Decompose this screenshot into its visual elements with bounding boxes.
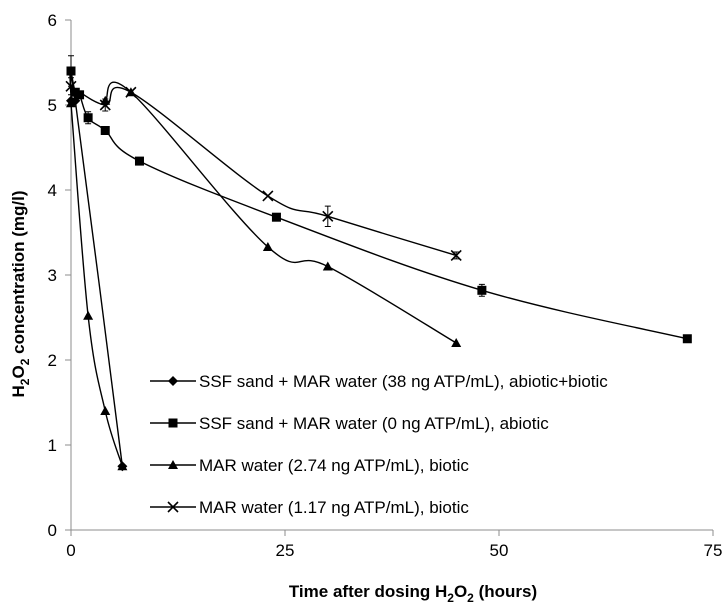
series-2-line: [70, 70, 688, 340]
legend-label: MAR water (1.17 ng ATP/mL), biotic: [199, 498, 469, 517]
legend-item-2: SSF sand + MAR water (0 ng ATP/mL), abio…: [150, 414, 549, 433]
data-point: [99, 99, 111, 111]
series-3-line: [104, 81, 457, 344]
legend-label: SSF sand + MAR water (0 ng ATP/mL), abio…: [199, 414, 549, 433]
legend-item-4: MAR water (1.17 ng ATP/mL), biotic: [150, 498, 469, 517]
data-point: [83, 310, 94, 320]
data-point: [682, 334, 692, 344]
data-point: [83, 113, 93, 123]
series-4-line: [70, 85, 457, 257]
data-point: [450, 249, 462, 262]
legend-item-1: SSF sand + MAR water (38 ng ATP/mL), abi…: [150, 372, 608, 391]
y-tick-label: 6: [48, 11, 57, 30]
data-point: [100, 406, 111, 415]
series-1: [66, 70, 128, 472]
data-point: [65, 80, 77, 92]
legend: SSF sand + MAR water (38 ng ATP/mL), abi…: [150, 372, 608, 517]
y-tick-label: 1: [48, 436, 57, 455]
series-2: [66, 55, 692, 344]
legend-label: MAR water (2.74 ng ATP/mL), biotic: [199, 456, 469, 475]
data-point: [322, 210, 334, 222]
data-point: [100, 126, 110, 135]
y-tick-label: 3: [48, 266, 57, 285]
data-point: [477, 285, 487, 295]
series-1-line: [69, 70, 124, 467]
data-point: [262, 190, 274, 202]
series-3: [66, 81, 462, 471]
series-4: [65, 77, 462, 262]
y-tick-label: 4: [48, 181, 57, 200]
data-point: [322, 261, 333, 271]
y-tick-label: 2: [48, 351, 57, 370]
data-point: [75, 90, 85, 100]
series-3-line: [70, 103, 124, 467]
legend-item-3: MAR water (2.74 ng ATP/mL), biotic: [150, 456, 469, 475]
y-axis-title: H2O2 concentration (mg/l): [9, 190, 32, 397]
y-tick-label: 5: [48, 96, 57, 115]
data-point: [117, 461, 128, 471]
x-axis-title: Time after dosing H2O2 (hours): [289, 582, 537, 605]
x-tick-label: 75: [704, 541, 723, 560]
legend-marker: [167, 501, 179, 513]
data-point: [125, 86, 137, 98]
series-layer: [65, 55, 692, 472]
data-point: [271, 212, 281, 222]
data-point: [66, 66, 76, 76]
x-tick-label: 50: [490, 541, 509, 560]
legend-marker: [168, 418, 178, 428]
legend-marker: [168, 460, 178, 469]
x-tick-label: 0: [66, 541, 75, 560]
y-tick-label: 0: [48, 521, 57, 540]
data-point: [451, 338, 462, 347]
x-tick-label: 25: [276, 541, 295, 560]
legend-label: SSF sand + MAR water (38 ng ATP/mL), abi…: [199, 372, 608, 391]
legend-marker: [168, 376, 178, 386]
data-point: [262, 241, 273, 251]
axes-layer: 0 1 2 3 4 5 6 0 25 50 75: [48, 11, 723, 560]
data-point: [134, 156, 144, 166]
data-point: [66, 98, 76, 108]
